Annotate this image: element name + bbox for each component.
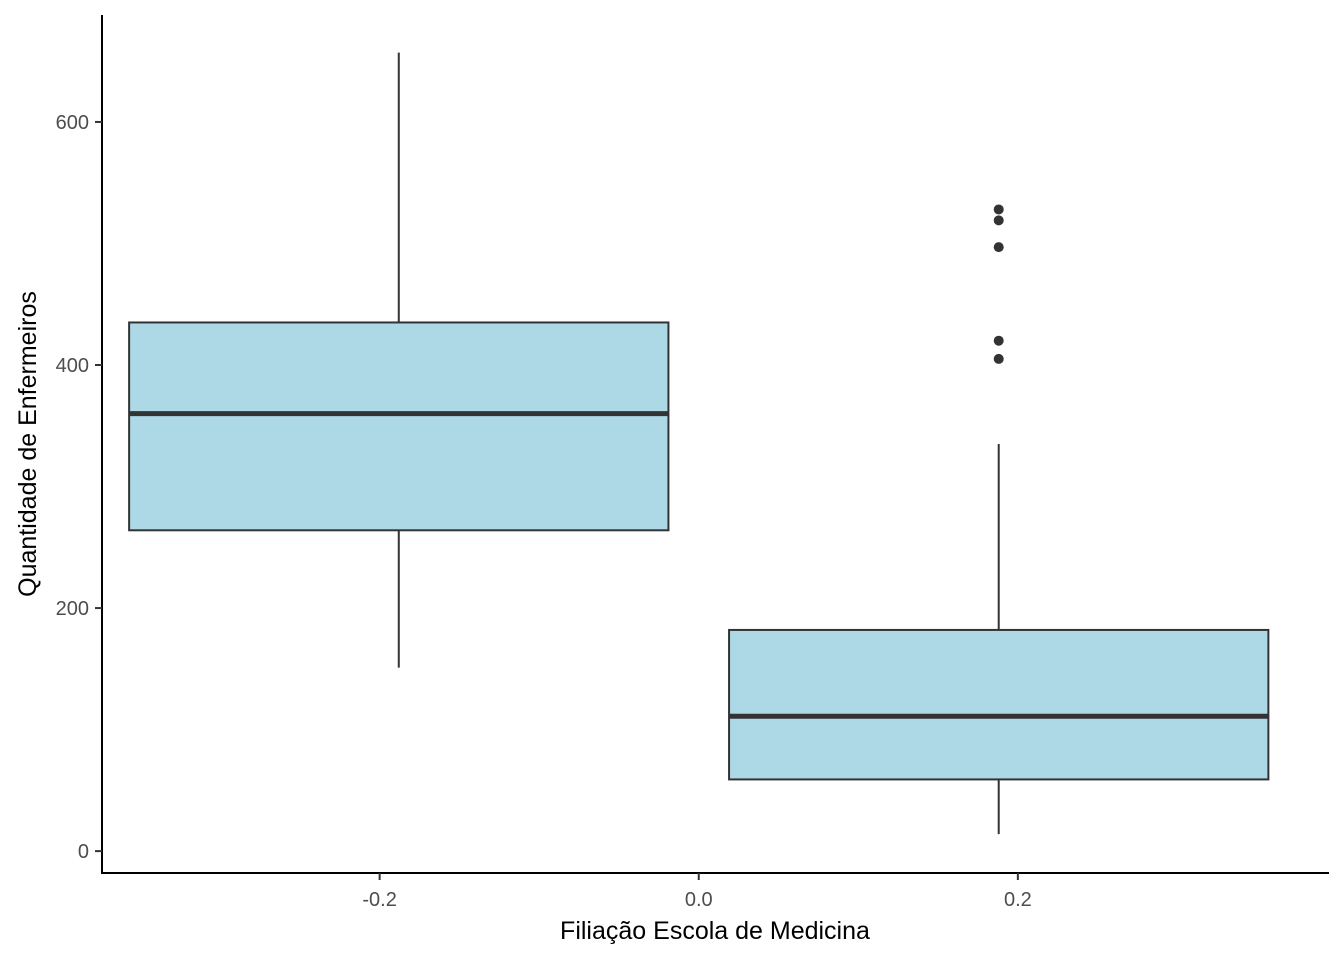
y-tick-label: 600 [56, 112, 89, 134]
y-axis-title: Quantidade de Enfermeiros [14, 291, 42, 597]
box-iqr [128, 321, 670, 532]
x-axis-title: Filiação Escola de Medicina [560, 917, 870, 945]
y-tick-label: 400 [56, 355, 89, 377]
outlier-point [993, 215, 1004, 226]
x-axis-ticks: -0.2 0.0 0.2 [362, 873, 1032, 911]
y-axis-ticks: 0 200 400 600 [56, 112, 102, 863]
outlier-point [993, 335, 1004, 346]
box-1 [128, 52, 670, 668]
x-tick-label: 0.0 [685, 889, 713, 911]
box-2 [728, 204, 1270, 835]
box-iqr [728, 628, 1270, 781]
outlier-point [993, 242, 1004, 253]
boxes-layer [128, 52, 1270, 835]
outlier-point [993, 353, 1004, 364]
y-tick-label: 200 [56, 598, 89, 620]
x-tick-label: 0.2 [1004, 889, 1032, 911]
y-tick-label: 0 [78, 841, 89, 863]
x-tick-label: -0.2 [362, 889, 396, 911]
outlier-point [993, 204, 1004, 215]
